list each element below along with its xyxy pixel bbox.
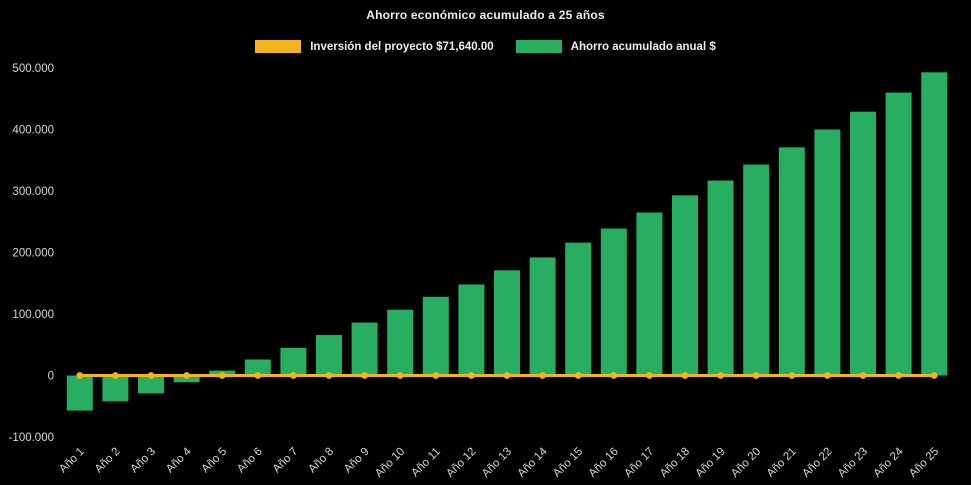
bar-year-16[interactable] [600,228,627,376]
bar-year-18[interactable] [672,195,698,376]
bar-year-24[interactable] [885,92,912,376]
x-axis-label: Año 4 [164,445,194,475]
investment-point-year-17[interactable] [646,372,653,379]
x-axis-label: Año 7 [271,446,301,476]
investment-point-year-22[interactable] [824,372,831,379]
investment-point-year-24[interactable] [895,372,902,379]
bar-year-7[interactable] [280,347,307,376]
investment-point-year-10[interactable] [396,372,404,379]
bar-year-21[interactable] [778,147,805,376]
bar-year-11[interactable] [422,296,449,376]
investment-point-year-25[interactable] [930,372,938,379]
x-axis-label: Año 18 [658,446,692,480]
investment-point-year-2[interactable] [112,372,119,379]
x-axis-label: Año 1 [57,446,87,476]
x-axis-label: Año 17 [622,446,656,480]
x-axis-label: Año 13 [480,446,514,480]
x-axis-label: Año 12 [444,446,478,480]
legend-swatch-investment [255,40,302,53]
investment-point-year-9[interactable] [361,372,368,379]
x-axis-label: Año 25 [907,446,941,480]
y-tick-label: 300.000 [12,186,54,198]
x-axis-label: Año 9 [342,446,372,476]
y-tick-label: 0 [48,371,54,383]
bar-year-2[interactable] [102,375,129,402]
bar-year-12[interactable] [458,284,485,376]
x-axis-label: Año 14 [515,445,550,480]
x-axis-label: Año 10 [373,446,407,480]
investment-point-year-23[interactable] [859,372,867,379]
legend-label-investment: Inversión del proyecto $71,640.00 [310,40,494,53]
legend-swatch-savings [515,40,562,53]
investment-point-year-3[interactable] [147,372,155,379]
investment-point-year-20[interactable] [752,372,760,379]
bar-year-23[interactable] [850,111,876,376]
y-tick-label: 400.000 [12,125,54,137]
investment-point-year-14[interactable] [539,372,546,379]
investment-point-year-18[interactable] [681,372,689,379]
x-axis-label: Año 21 [765,446,799,480]
y-tick-label: 100.000 [12,309,54,321]
investment-point-year-6[interactable] [254,372,262,379]
bar-year-17[interactable] [636,212,663,376]
x-axis-label: Año 22 [800,446,834,480]
x-axis-label: Año 24 [871,445,906,480]
x-axis-label: Año 6 [235,446,265,476]
bar-year-10[interactable] [387,309,414,376]
x-axis-label: Año 16 [587,446,621,480]
x-axis-label: Año 8 [306,446,336,476]
legend: Inversión del proyecto $71,640.00 Ahorro… [0,40,971,53]
x-axis-label: Año 19 [693,446,727,480]
bar-year-15[interactable] [565,242,592,376]
investment-point-year-1[interactable] [76,372,84,379]
bar-year-22[interactable] [814,129,841,376]
investment-point-year-13[interactable] [503,372,511,379]
x-axis-label: Año 15 [551,446,585,480]
bar-year-9[interactable] [351,322,378,376]
investment-point-year-15[interactable] [574,372,582,379]
legend-item-investment[interactable]: Inversión del proyecto $71,640.00 [255,40,494,53]
bar-year-8[interactable] [316,334,342,376]
legend-item-savings[interactable]: Ahorro acumulado anual $ [515,40,716,53]
x-axis-label: Año 11 [409,446,443,480]
y-tick-label: 200.000 [12,248,54,260]
chart-title: Ahorro económico acumulado a 25 años [366,8,605,22]
x-axis-label: Año 20 [729,446,763,480]
y-tick-label: 500.000 [12,63,54,75]
bar-year-1[interactable] [66,375,93,411]
investment-point-year-11[interactable] [432,372,440,379]
x-axis-label: Año 3 [128,446,158,476]
x-axis-label: Año 2 [93,446,123,476]
investment-point-year-12[interactable] [468,372,475,379]
bar-year-3[interactable] [138,375,164,394]
bar-year-6[interactable] [244,359,271,376]
bar-year-25[interactable] [921,72,948,376]
bar-year-20[interactable] [743,164,770,376]
x-axis-label: Año 5 [200,446,230,476]
bar-year-14[interactable] [529,257,556,376]
investment-point-year-21[interactable] [788,372,796,379]
investment-point-year-8[interactable] [325,372,333,379]
investment-point-year-4[interactable] [183,372,191,379]
investment-point-year-19[interactable] [717,372,724,379]
y-tick-label: -100.000 [9,432,54,444]
legend-label-savings: Ahorro acumulado anual $ [570,40,716,53]
investment-point-year-5[interactable] [218,372,226,379]
bar-year-19[interactable] [707,180,734,376]
investment-point-year-7[interactable] [290,372,297,379]
investment-point-year-16[interactable] [610,372,618,379]
x-axis-label: Año 23 [836,446,870,480]
bar-year-13[interactable] [494,270,520,376]
